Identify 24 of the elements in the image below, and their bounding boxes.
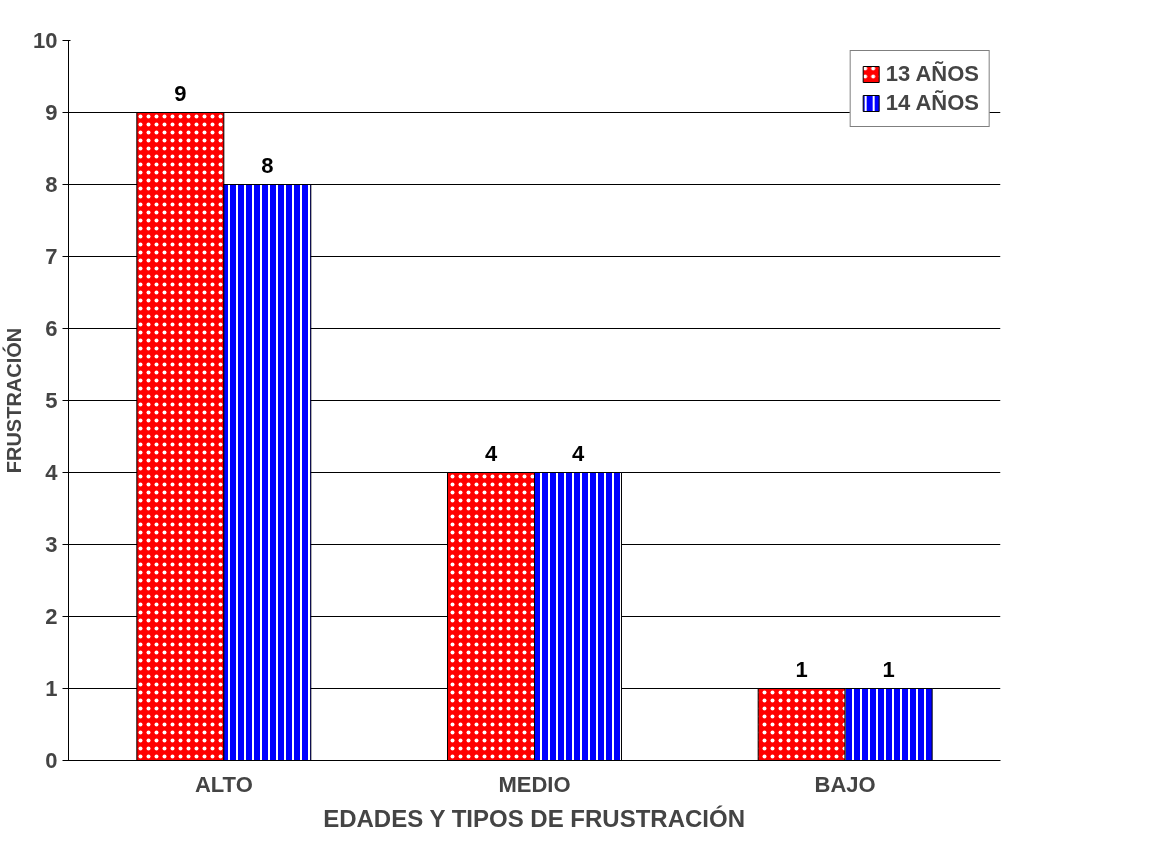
y-tick-label: 5 [45,388,58,413]
data-label: 8 [261,152,274,178]
data-label: 9 [174,80,187,106]
y-tick-label: 2 [45,604,58,629]
data-label: 1 [795,656,808,682]
legend-label: 13 AÑOS [885,61,979,87]
y-tick-label: 10 [33,28,58,53]
y-tick-label: 8 [45,172,58,197]
y-tick-label: 0 [45,748,58,773]
y-tick-label: 3 [45,532,58,557]
y-tick-label: 4 [45,460,59,485]
y-tick-label: 6 [45,316,58,341]
y-tick-label: 9 [45,100,58,125]
legend-label: 14 AÑOS [885,90,979,116]
data-label: 4 [484,440,498,466]
y-axis-title: FRUSTRACIÓN [2,327,26,474]
x-tick-label: MEDIO [498,771,571,797]
y-tick-label: 7 [45,244,58,269]
data-label: 4 [571,440,585,466]
x-tick-label: BAJO [814,771,876,797]
y-tick-label: 1 [45,676,58,701]
x-tick-label: ALTO [194,771,253,797]
x-axis-title: EDADES Y TIPOS DE FRUSTRACIÓN [323,804,745,832]
data-label: 1 [882,656,895,682]
